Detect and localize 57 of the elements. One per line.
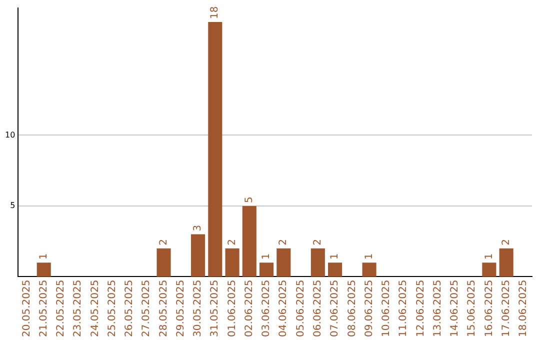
bar — [225, 248, 240, 277]
x-tick-label: 07.06.2025 — [330, 280, 341, 338]
bar — [499, 248, 514, 277]
x-tick-label: 20.05.2025 — [21, 280, 32, 338]
x-tick-label: 04.06.2025 — [278, 280, 290, 338]
bar — [362, 262, 376, 277]
bar — [156, 248, 171, 277]
x-tick-label: 09.06.2025 — [364, 280, 375, 338]
bar — [36, 262, 51, 277]
x-tick-label: 08.06.2025 — [346, 280, 358, 338]
data-label: 18 — [210, 6, 221, 19]
data-label: 2 — [500, 239, 512, 246]
bar — [208, 22, 222, 277]
x-tick-label: 23.05.2025 — [72, 280, 84, 338]
bar — [310, 248, 325, 277]
x-tick-label: 03.06.2025 — [261, 280, 272, 338]
x-tick-label: 18.06.2025 — [518, 280, 530, 338]
x-tick-label: 11.06.2025 — [398, 280, 410, 338]
x-tick-label: 27.05.2025 — [141, 280, 152, 338]
data-label: 1 — [261, 253, 272, 260]
data-label: 2 — [226, 239, 238, 246]
bar — [276, 248, 291, 277]
x-tick-label: 12.06.2025 — [415, 280, 426, 338]
data-label: 1 — [484, 253, 495, 260]
x-tick-label: 02.06.2025 — [244, 280, 255, 338]
data-label: 1 — [330, 253, 341, 260]
x-tick-label: 26.05.2025 — [124, 280, 136, 338]
y-tick-label: 10 — [4, 130, 16, 140]
x-tick-label: 30.05.2025 — [192, 280, 204, 338]
x-tick-label: 16.06.2025 — [484, 280, 495, 338]
x-tick-label: 05.06.2025 — [295, 280, 306, 338]
bar — [328, 262, 342, 277]
x-tick-label: 28.05.2025 — [158, 280, 170, 338]
x-tick-label: 14.06.2025 — [450, 280, 461, 338]
data-label: 2 — [278, 239, 290, 246]
x-tick-label: 06.06.2025 — [312, 280, 324, 338]
data-label: 1 — [364, 253, 375, 260]
bar — [190, 234, 206, 277]
x-tick-label: 24.05.2025 — [90, 280, 101, 338]
bar — [260, 262, 274, 277]
x-tick-label: 25.05.2025 — [106, 280, 118, 338]
data-label: 5 — [244, 196, 255, 203]
bar — [242, 206, 256, 277]
x-tick-label: 22.05.2025 — [56, 280, 67, 338]
x-tick-label: 31.05.2025 — [210, 280, 221, 338]
x-tick-label: 17.06.2025 — [500, 280, 512, 338]
data-label: 2 — [312, 239, 324, 246]
x-tick-label: 13.06.2025 — [432, 280, 444, 338]
x-tick-label: 10.06.2025 — [381, 280, 392, 338]
x-tick-label: 15.06.2025 — [466, 280, 478, 338]
data-label: 2 — [158, 239, 170, 246]
data-label: 1 — [38, 253, 50, 260]
x-tick-label: 21.05.2025 — [38, 280, 50, 338]
x-tick-label: 01.06.2025 — [226, 280, 238, 338]
bar — [482, 262, 496, 277]
x-tick-label: 29.05.2025 — [175, 280, 186, 338]
data-label: 3 — [192, 224, 204, 232]
